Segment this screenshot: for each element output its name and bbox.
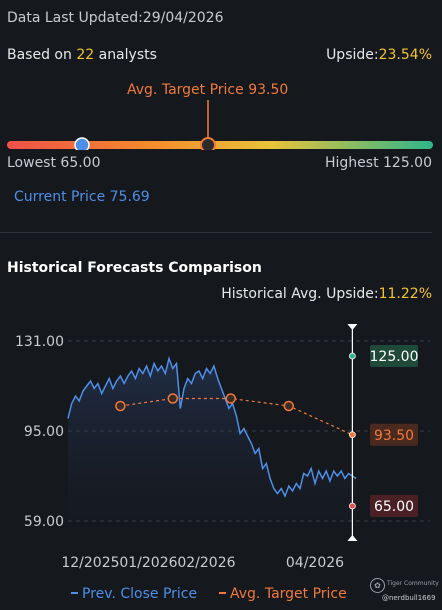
based-on-label: Based on — [7, 47, 72, 63]
lowest-label: Lowest 65.00 — [7, 155, 101, 171]
target-point — [115, 400, 126, 412]
watermark-community: Tiger Community — [387, 580, 439, 587]
last-updated: Data Last Updated:29/04/2026 — [7, 10, 224, 26]
forecast-box — [370, 495, 418, 517]
current-price-marker — [74, 137, 90, 150]
analyst-count: 22 — [76, 47, 95, 63]
watermark-handle: @nerdbull1669 — [382, 594, 436, 602]
history-upside-label: Historical Avg. Upside: — [221, 286, 379, 302]
avg-target-marker — [200, 137, 216, 150]
upside-value: 23.54% — [378, 47, 432, 63]
history-title: Historical Forecasts Comparison — [7, 260, 262, 276]
last-updated-label: Data Last Updated: — [7, 10, 143, 26]
price-line — [67, 355, 357, 498]
y-tick-label: 95.00 — [24, 424, 64, 440]
today-top-arrow — [347, 324, 358, 330]
range-gradient-track — [7, 141, 433, 149]
avg-target-label: Avg. Target Price 93.50 — [127, 82, 289, 98]
history-upside-line: Historical Avg. Upside:11.22% — [221, 286, 432, 302]
analysts-label: analysts — [98, 47, 157, 63]
forecast-point — [348, 502, 356, 510]
forecast-label: 125.00 — [370, 349, 419, 365]
target-point — [283, 400, 295, 412]
target-point — [225, 393, 237, 404]
forecast-box — [370, 423, 418, 446]
price-area-fill — [68, 358, 357, 521]
upside-label: Upside: — [326, 47, 379, 63]
forecast-point — [348, 352, 356, 360]
upside-line: Upside:23.54% — [326, 47, 432, 63]
target-point — [167, 393, 179, 404]
y-tick-label: 131.00 — [15, 334, 64, 350]
x-tick-label: 04/2026 — [286, 555, 344, 571]
x-tick-label: 02/2026 — [177, 555, 235, 571]
analyst-count-line: Based on 22 analysts — [7, 47, 157, 63]
highest-label: Highest 125.00 — [324, 155, 432, 171]
section-divider — [0, 232, 432, 233]
forecast-label: 65.00 — [374, 499, 414, 515]
x-tick-label: 12/2025 — [61, 555, 119, 571]
current-price-label: Current Price 75.69 — [14, 189, 150, 205]
history-upside-value: 11.22% — [378, 286, 432, 302]
today-bottom-arrow — [347, 535, 358, 541]
x-tick-label: 01/2026 — [119, 555, 177, 571]
legend-target-label: Avg. Target Price — [230, 586, 347, 602]
price-range-bar — [7, 100, 433, 150]
forecast-chart: 131.00 95.00 59.00 12/2025 01/2026 02/2026 04/… — [15, 324, 430, 602]
tiger-logo-icon: ✿ — [370, 578, 385, 593]
forecast-point — [348, 431, 356, 439]
y-tick-label: 59.00 — [24, 514, 64, 530]
forecast-box — [370, 345, 418, 367]
legend-price-label: Prev. Close Price — [82, 586, 197, 602]
forecast-label: 93.50 — [374, 428, 414, 444]
last-updated-value: 29/04/2026 — [142, 10, 224, 26]
